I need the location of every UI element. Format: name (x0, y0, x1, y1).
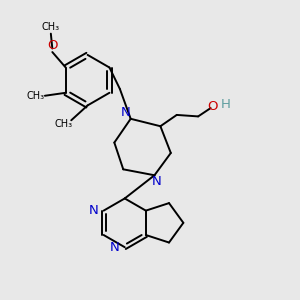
Text: N: N (121, 106, 131, 119)
Text: N: N (152, 175, 162, 188)
Text: CH₃: CH₃ (54, 119, 72, 129)
Text: N: N (110, 241, 119, 254)
Text: N: N (88, 203, 98, 217)
Text: H: H (221, 98, 231, 111)
Text: O: O (47, 39, 58, 52)
Text: CH₃: CH₃ (42, 22, 60, 32)
Text: O: O (207, 100, 217, 113)
Text: CH₃: CH₃ (27, 91, 45, 101)
